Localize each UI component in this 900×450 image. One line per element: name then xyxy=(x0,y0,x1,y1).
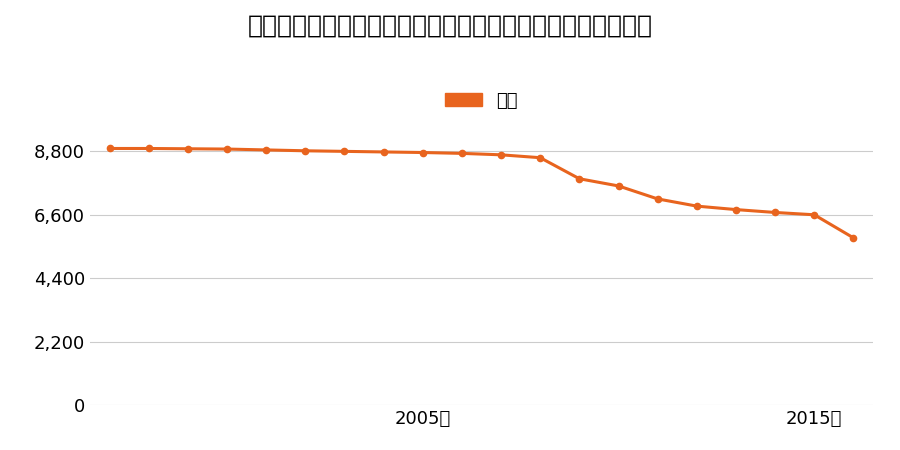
価格 xyxy=(535,155,545,160)
価格 xyxy=(143,146,154,151)
価格 xyxy=(300,148,310,153)
価格 xyxy=(104,146,115,151)
Text: 熊本県球磨郡球磨村大字渡乙字入枝１５９１番２の地価推移: 熊本県球磨郡球磨村大字渡乙字入枝１５９１番２の地価推移 xyxy=(248,14,652,37)
Legend: 価格: 価格 xyxy=(438,85,525,117)
価格 xyxy=(809,212,820,217)
価格 xyxy=(183,146,194,152)
Line: 価格: 価格 xyxy=(106,145,857,241)
価格 xyxy=(770,210,780,215)
価格 xyxy=(456,151,467,156)
価格 xyxy=(339,148,350,154)
価格 xyxy=(261,147,272,153)
価格 xyxy=(496,152,507,158)
価格 xyxy=(652,196,663,202)
価格 xyxy=(613,183,624,189)
価格 xyxy=(731,207,742,212)
価格 xyxy=(574,176,585,181)
価格 xyxy=(848,235,859,241)
価格 xyxy=(691,203,702,209)
価格 xyxy=(221,146,232,152)
価格 xyxy=(378,149,389,155)
価格 xyxy=(418,150,428,155)
